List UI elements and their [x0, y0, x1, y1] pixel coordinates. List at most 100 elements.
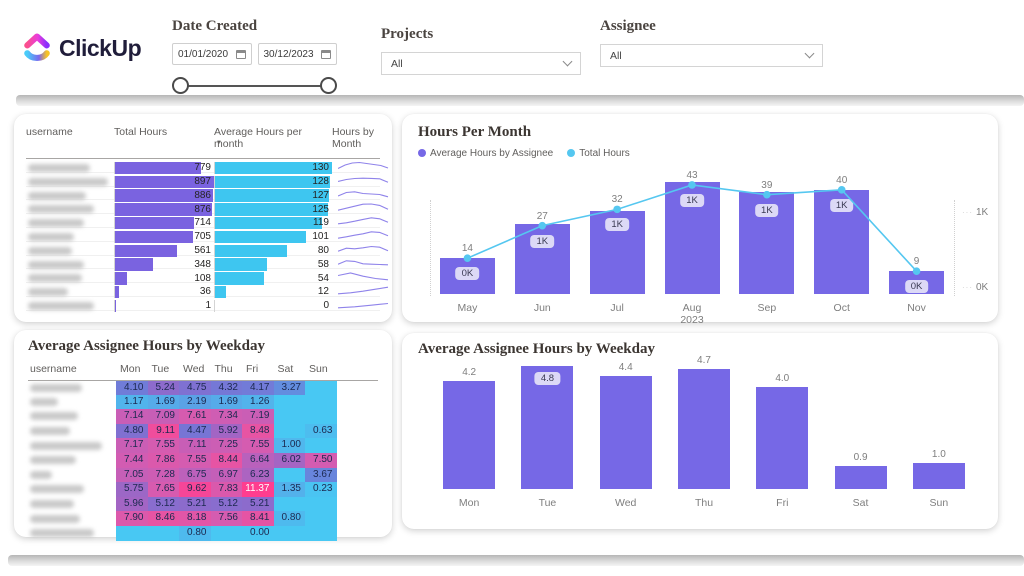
heatmap-cell[interactable]: 4.32: [210, 381, 242, 395]
heatmap-cell[interactable]: 7.65: [147, 482, 179, 497]
heatmap-col-wed[interactable]: Wed: [183, 363, 205, 375]
heatmap-cell[interactable]: 9.11: [147, 423, 179, 439]
heatmap-cell[interactable]: 0.23: [305, 482, 337, 497]
heatmap-cell[interactable]: 7.90: [116, 511, 148, 526]
heatmap-cell[interactable]: [116, 525, 148, 541]
col-username[interactable]: username: [26, 126, 73, 138]
heatmap-row[interactable]: 7.17 7.55 7.11 7.25 7.55 1.00: [28, 438, 378, 453]
heatmap-cell[interactable]: 7.83: [210, 482, 242, 497]
heatmap-cell[interactable]: 7.34: [210, 409, 242, 424]
table-row[interactable]: 108 54: [26, 269, 389, 285]
weekday-bar[interactable]: [599, 376, 652, 489]
heatmap-cell[interactable]: 1.35: [273, 482, 305, 497]
heatmap-cell[interactable]: 4.47: [179, 423, 211, 439]
col-hours-by-month[interactable]: Hours by Month: [332, 126, 375, 150]
slider-track[interactable]: [180, 85, 329, 87]
heatmap-cell[interactable]: 7.56: [210, 511, 242, 526]
heatmap-row[interactable]: 1.17 1.69 2.19 1.69 1.26: [28, 394, 378, 410]
heatmap-col-sun[interactable]: Sun: [309, 363, 328, 375]
heatmap-cell[interactable]: 3.27: [273, 381, 305, 395]
table-row[interactable]: 714 119: [26, 214, 389, 230]
heatmap-row[interactable]: 7.44 7.86 7.55 8.44 6.64 6.02 7.50: [28, 452, 378, 468]
heatmap-cell[interactable]: 7.19: [242, 409, 274, 424]
heatmap-cell[interactable]: 4.75: [179, 381, 211, 395]
heatmap-cell[interactable]: [305, 394, 337, 410]
heatmap-row[interactable]: 5.96 5.12 5.21 5.12 5.21: [28, 496, 378, 512]
heatmap-cell[interactable]: 0.80: [179, 525, 211, 541]
table-row[interactable]: 36 12: [26, 283, 389, 299]
table-row[interactable]: 705 101: [26, 228, 389, 244]
heatmap-cell[interactable]: [273, 525, 305, 541]
heatmap-cell[interactable]: [305, 496, 337, 512]
heatmap-cell[interactable]: 1.26: [242, 394, 274, 410]
legend-avg-hours[interactable]: Average Hours by Assignee: [418, 148, 553, 159]
heatmap-cell[interactable]: [273, 409, 305, 424]
heatmap-col-fri[interactable]: Fri: [246, 363, 259, 375]
heatmap-cell[interactable]: 2.19: [179, 394, 211, 410]
heatmap-cell[interactable]: 7.25: [210, 438, 242, 453]
heatmap-cell[interactable]: 7.50: [305, 452, 337, 468]
heatmap-row[interactable]: 7.90 8.46 8.18 7.56 8.41 0.80: [28, 511, 378, 526]
legend-total-hours[interactable]: Total Hours: [567, 148, 630, 159]
heatmap-col-mon[interactable]: Mon: [120, 363, 141, 375]
table-row[interactable]: 876 125: [26, 200, 389, 216]
weekday-bar[interactable]: [521, 366, 574, 489]
heatmap-col-tue[interactable]: Tue: [151, 363, 170, 375]
heatmap-row[interactable]: 5.75 7.65 9.62 7.83 11.37 1.35 0.23: [28, 482, 378, 497]
calendar-icon[interactable]: [321, 49, 331, 59]
heatmap-cell[interactable]: 9.62: [179, 482, 211, 497]
heatmap-cell[interactable]: 7.55: [179, 452, 211, 468]
projects-select[interactable]: All: [381, 52, 581, 75]
weekday-bar[interactable]: [912, 463, 965, 489]
heatmap-col-sat[interactable]: Sat: [277, 363, 294, 375]
heatmap-cell[interactable]: [305, 409, 337, 424]
heatmap-cell[interactable]: 0.63: [305, 423, 337, 439]
weekday-bar[interactable]: [678, 368, 730, 489]
table-row[interactable]: 779 130: [26, 159, 389, 175]
heatmap-cell[interactable]: 8.44: [210, 452, 242, 468]
heatmap-cell[interactable]: 8.18: [179, 511, 211, 526]
heatmap-cell[interactable]: 5.92: [210, 423, 242, 439]
heatmap-cell[interactable]: 0.80: [273, 511, 305, 526]
date-range-slider[interactable]: [172, 77, 337, 95]
heatmap-cell[interactable]: 0.00: [242, 525, 274, 541]
heatmap-cell[interactable]: 7.09: [147, 409, 179, 424]
heatmap-cell[interactable]: 5.21: [179, 496, 211, 512]
heatmap-cell[interactable]: 7.14: [116, 409, 148, 424]
heatmap-cell[interactable]: 6.97: [210, 467, 242, 483]
table-row[interactable]: 897 128: [26, 173, 389, 189]
table-row[interactable]: 561 80: [26, 242, 389, 258]
heatmap-cell[interactable]: 4.10: [116, 381, 148, 395]
heatmap-cell[interactable]: 7.11: [179, 438, 211, 453]
heatmap-cell[interactable]: 6.64: [242, 452, 274, 468]
heatmap-cell[interactable]: [305, 511, 337, 526]
weekday-bar[interactable]: [443, 381, 496, 489]
calendar-icon[interactable]: [235, 49, 246, 59]
heatmap-cell[interactable]: 4.80: [116, 423, 148, 439]
heatmap-cell[interactable]: 6.23: [242, 467, 274, 483]
heatmap-cell[interactable]: 8.41: [242, 511, 274, 526]
heatmap-cell[interactable]: [305, 525, 337, 541]
heatmap-cell[interactable]: [273, 467, 305, 483]
heatmap-cell[interactable]: 5.21: [242, 496, 274, 512]
heatmap-row[interactable]: 4.10 5.24 4.75 4.32 4.17 3.27: [28, 380, 378, 395]
heatmap-cell[interactable]: [273, 394, 305, 410]
heatmap-cell[interactable]: 1.69: [147, 394, 179, 410]
heatmap-cell[interactable]: 7.61: [179, 409, 211, 424]
weekday-bar[interactable]: [834, 465, 887, 489]
heatmap-cell[interactable]: 7.28: [147, 467, 179, 483]
heatmap-cell[interactable]: 8.46: [147, 511, 179, 526]
heatmap-cell[interactable]: 7.55: [147, 438, 179, 453]
heatmap-cell[interactable]: 5.12: [147, 496, 179, 512]
heatmap-row[interactable]: 0.80 0.00: [28, 525, 378, 541]
heatmap-cell[interactable]: 3.67: [305, 467, 337, 483]
date-end-input[interactable]: 30/12/2023: [257, 43, 337, 65]
heatmap-cell[interactable]: 7.86: [147, 452, 179, 468]
heatmap-cell[interactable]: 8.48: [242, 423, 274, 439]
heatmap-cell[interactable]: [273, 496, 305, 512]
heatmap-cell[interactable]: [210, 525, 242, 541]
heatmap-cell[interactable]: 5.24: [147, 381, 179, 395]
heatmap-cell[interactable]: 5.12: [210, 496, 242, 512]
heatmap-col-username[interactable]: username: [30, 363, 77, 375]
heatmap-cell[interactable]: 7.55: [242, 438, 274, 453]
